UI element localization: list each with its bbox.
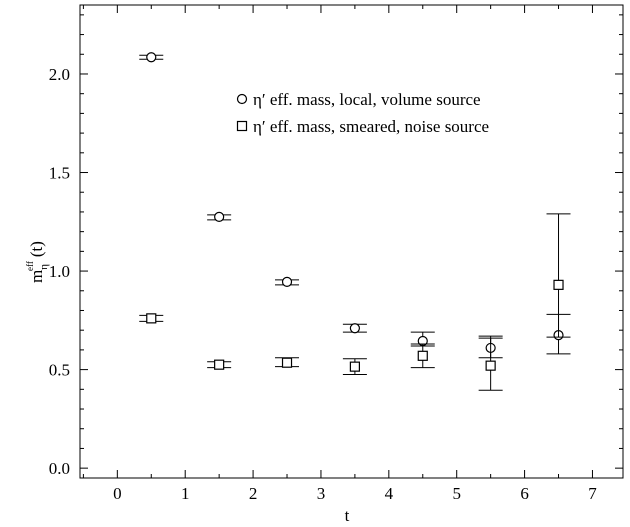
data-point-square (554, 280, 563, 289)
y-tick-label: 0.5 (49, 361, 70, 380)
x-axis-title: t (345, 506, 350, 525)
legend-square-marker (238, 122, 247, 131)
x-tick-label: 6 (520, 484, 529, 503)
y-axis-title-suffix: (t) (27, 241, 46, 257)
data-point-square (350, 362, 359, 371)
y-axis-title: mηeff(t) (25, 241, 50, 283)
y-tick-label: 1.5 (49, 164, 70, 183)
y-tick-label: 0.0 (49, 459, 70, 478)
y-axis-title-sup: eff (25, 261, 35, 271)
legend-label-series-2: η′ eff. mass, smeared, noise source (253, 117, 489, 136)
x-tick-label: 0 (113, 484, 122, 503)
data-point-circle (283, 277, 292, 286)
x-tick-label: 5 (452, 484, 461, 503)
data-point-square (283, 358, 292, 367)
data-point-circle (215, 212, 224, 221)
x-tick-label: 1 (181, 484, 190, 503)
legend-label-series-1: η′ eff. mass, local, volume source (253, 90, 481, 109)
x-tick-label: 3 (317, 484, 326, 503)
data-point-square (147, 314, 156, 323)
y-tick-label: 2.0 (49, 65, 70, 84)
x-tick-label: 2 (249, 484, 258, 503)
data-point-square (418, 351, 427, 360)
x-tick-label: 4 (385, 484, 394, 503)
svg-text:mηeff(t): mηeff(t) (25, 241, 50, 283)
axis-ticks (80, 5, 623, 478)
data-point-square (215, 360, 224, 369)
y-tick-label: 1.0 (49, 262, 70, 281)
legend-circle-marker (238, 95, 247, 104)
data-point-circle (147, 53, 156, 62)
y-axis-title-sub: η (38, 264, 50, 270)
legend: η′ eff. mass, local, volume source η′ ef… (238, 90, 490, 136)
data-point-circle (350, 324, 359, 333)
x-tick-label: 7 (588, 484, 597, 503)
data-point-square (486, 361, 495, 370)
plot-frame (80, 5, 623, 478)
